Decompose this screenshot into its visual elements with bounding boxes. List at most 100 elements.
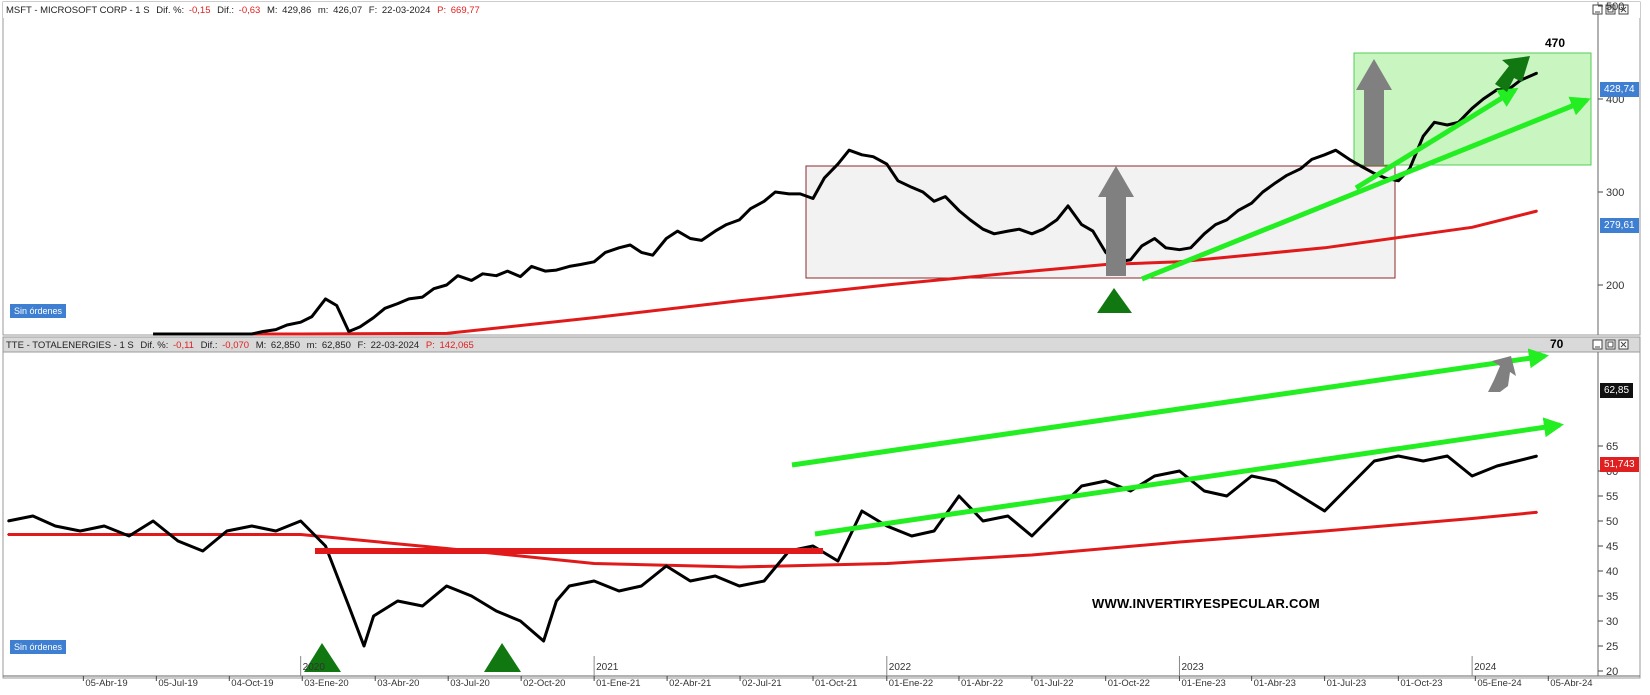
msft-price-line-point [1189,246,1192,249]
x-tick-label: 01-Abr-22 [961,678,1003,689]
tte-price-line-point [861,510,863,512]
tte-price-line-point [103,525,106,527]
msft-moving-average-line-point [1031,270,1033,272]
tte-price-line-point [1104,480,1107,482]
msft-price-line-point [714,230,717,233]
top-header-bar [3,2,1640,18]
tte-price-line-point [32,515,34,517]
msft-moving-average-line-point [1536,210,1538,212]
msft-price-line-point [897,179,899,182]
tte-price-line-point [763,580,765,582]
msft-price-line-point [530,265,533,268]
bottom-panel-controls[interactable] [1592,339,1629,350]
tte-price-line-point [1373,460,1376,462]
tte-moving-average-line-point [7,533,9,536]
y-tick-label: 300 [1606,187,1624,199]
msft-moving-average-line [153,209,1538,336]
msft-price-line-point [593,260,595,263]
x-tick-label: 01-Oct-21 [815,678,857,689]
msft-price-line-point [848,149,850,152]
top-panel-controls[interactable] [1592,4,1629,15]
tte-price-line-point [1031,535,1033,537]
tte-price-line-point [128,535,131,537]
projected-move-arrow [1356,59,1392,165]
msft-price-line-point [933,200,935,203]
tte-price-line-point [542,640,545,642]
msft-price-line-point [1129,259,1132,261]
msft-price-line-point [1261,191,1264,193]
msft-price-line-point [982,228,984,231]
tte-moving-average-badge: 51,743 [1600,457,1639,472]
tte-moving-average-line-point [1178,541,1181,543]
msft-price-line-point [347,330,350,333]
msft-moving-average-line-point [1323,246,1326,249]
msft-price-axis: 200 300 400 500 [1598,1,1624,292]
msft-price-line-point [1153,237,1156,240]
tte-price-line-point [910,535,913,537]
tte-price-line-point [1348,485,1351,487]
msft-price-line-point [445,284,448,286]
panel-restore-button[interactable] [1605,4,1616,15]
buy-signal-marker [1097,288,1132,313]
msft-price-line-point [944,195,947,198]
x-tick-label: 05-Ene-24 [1477,678,1521,689]
y-tick-label: 45 [1606,541,1618,553]
tte-price-line-point [812,545,814,547]
msft-price-line-point [872,155,875,158]
msft-moving-average-line-point [738,299,741,302]
tte-price-line-point [1397,455,1400,457]
msft-price-line-point [604,251,607,254]
tte-price-line-point [1007,515,1009,517]
tte-price-line-point [421,605,424,607]
x-tick-label: 05-Abr-24 [1550,678,1592,689]
msft-price-line-point [1536,72,1538,74]
msft-price-line-point [1433,121,1436,124]
msft-price-line-point [568,265,571,268]
tte-target-label: 70 [1550,337,1564,351]
year-label: 2022 [889,662,912,673]
msft-price-line-point [432,287,435,290]
msft-moving-average-line-point [445,332,448,335]
msft-price-line-point [1067,205,1069,207]
tte-price-line-point [933,530,935,532]
panel-restore-button[interactable] [1605,339,1616,350]
msft-price-line-point [1446,124,1449,126]
msft-price-line-point [651,254,654,257]
msft-price-line-point [749,207,752,210]
msft-price-line-point [384,307,386,310]
panel-minimize-button[interactable] [1592,339,1603,350]
msft-price-line-point [700,239,703,242]
msft-price-line-point [993,232,996,235]
msft-price-line-point [1397,179,1400,182]
msft-target-label: 470 [1545,36,1565,50]
bottom-orders-button[interactable]: Sin órdenes [10,640,67,654]
msft-price-line-point [324,298,327,300]
top-header-text: MSFT - MICROSOFT CORP - 1 S Dif. %: -0,1… [6,5,480,16]
tte-price-line-point [347,605,350,607]
msft-price-line-point [1031,232,1033,235]
msft-price-line-point [372,316,375,319]
x-tick-label: 03-Jul-20 [450,678,490,689]
tte-price-line-point [324,545,327,547]
msft-price-line-point [774,191,777,193]
tte-price-line-point [363,645,365,647]
msft-price-line-point [1471,107,1473,110]
top-orders-button[interactable]: Sin órdenes [10,304,67,318]
y-tick-label: 25 [1606,641,1618,653]
measured-move-arrow [1098,166,1134,276]
tte-moving-average-line-point [593,562,595,565]
buy-signal-marker [484,643,521,672]
tte-price-line-point [1225,495,1228,497]
msft-price-line-point [274,328,277,331]
msft-price-line-point [1203,232,1206,235]
msft-moving-average-group [153,209,1538,336]
msft-price-line-point [763,200,765,203]
tte-price-line-point [201,550,204,552]
panel-minimize-button[interactable] [1592,4,1603,15]
msft-price-line-point [299,321,302,324]
msft-price-line-point [421,296,424,298]
y-tick-label: 40 [1606,566,1618,578]
tte-last-price-badge: 62,85 [1600,383,1634,398]
